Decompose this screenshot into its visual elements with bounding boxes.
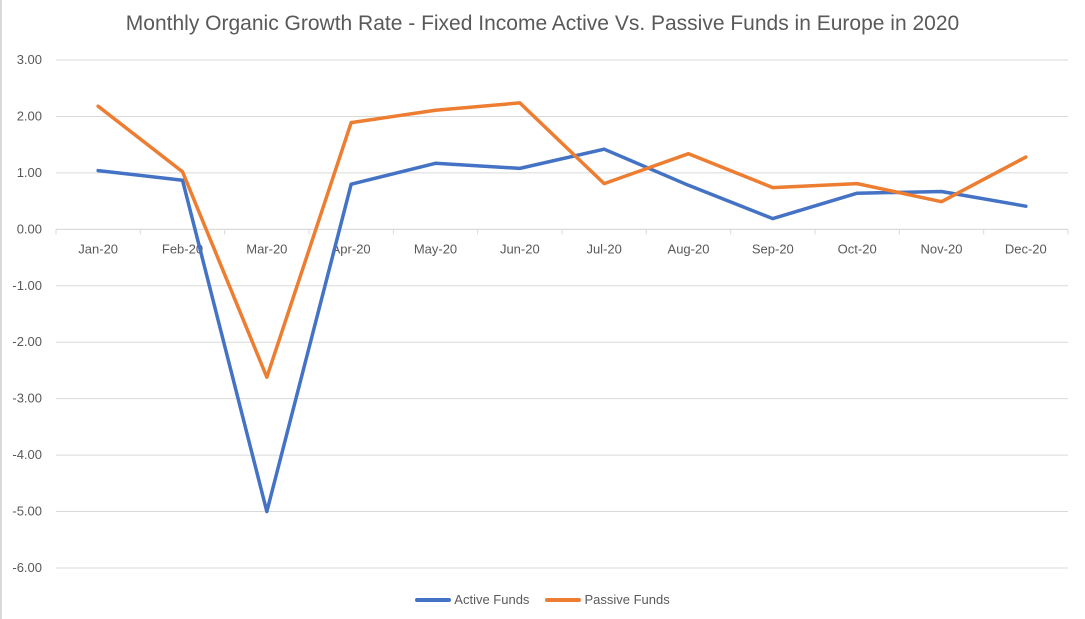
- data-point[interactable]: [434, 108, 437, 112]
- y-tick-label: 3.00: [17, 52, 42, 67]
- x-tick-label: Jun-20: [500, 241, 540, 256]
- data-point[interactable]: [602, 147, 606, 151]
- x-tick-label: Dec-20: [1005, 241, 1047, 256]
- x-tick-label: Nov-20: [921, 241, 963, 256]
- x-tick-label: Apr-20: [332, 241, 371, 256]
- data-point[interactable]: [687, 183, 690, 187]
- y-tick-label: -1.00: [12, 278, 42, 293]
- x-tick-label: May-20: [414, 241, 457, 256]
- chart-title: Monthly Organic Growth Rate - Fixed Inco…: [125, 12, 960, 35]
- y-tick-label: 1.00: [17, 165, 42, 180]
- x-tick-label: Oct-20: [838, 241, 877, 256]
- y-tick-label: 0.00: [17, 221, 42, 236]
- x-tick-label: Jul-20: [586, 241, 621, 256]
- y-tick-label: -6.00: [12, 560, 42, 575]
- data-point[interactable]: [181, 178, 184, 182]
- legend-swatch-active: [415, 597, 452, 602]
- series-line-active-funds[interactable]: [96, 147, 1028, 514]
- legend-swatch-passive: [545, 597, 582, 602]
- x-axis: Jan-20 Feb-20 Mar-20 Apr-20 May-20 Jun-20 Jul-…: [55, 228, 1069, 256]
- data-point[interactable]: [940, 200, 943, 204]
- x-tick-label: Jan-20: [78, 241, 118, 256]
- legend-label-active: Active Funds: [454, 592, 530, 607]
- series-lines: [96, 101, 1028, 514]
- data-point[interactable]: [855, 182, 859, 186]
- data-point[interactable]: [602, 182, 606, 186]
- series-line-passive-funds[interactable]: [96, 101, 1028, 379]
- legend-item-active-funds[interactable]: Active Funds: [415, 592, 529, 607]
- x-tick-label: Feb-20: [162, 241, 203, 256]
- data-point[interactable]: [855, 191, 859, 195]
- data-point[interactable]: [518, 101, 522, 105]
- data-point[interactable]: [518, 166, 522, 170]
- data-point[interactable]: [96, 104, 100, 108]
- data-point[interactable]: [1024, 155, 1028, 159]
- data-point[interactable]: [434, 161, 437, 165]
- y-axis: 3.00 2.00 1.00 0.00 -1.00 -2.00 -3.00 -4.00 -5.0…: [12, 52, 42, 575]
- data-point[interactable]: [1024, 204, 1028, 208]
- data-point[interactable]: [940, 190, 943, 194]
- y-tick-label: -5.00: [12, 504, 42, 519]
- x-tick-label: Mar-20: [246, 241, 287, 256]
- x-tick-label: Sep-20: [752, 241, 794, 256]
- data-point[interactable]: [349, 121, 353, 125]
- data-point[interactable]: [771, 186, 775, 190]
- data-point[interactable]: [265, 510, 269, 514]
- y-tick-label: -2.00: [12, 334, 42, 349]
- data-point[interactable]: [265, 375, 269, 379]
- data-point[interactable]: [771, 217, 775, 221]
- legend-label-passive: Passive Funds: [584, 592, 670, 607]
- x-tick-label: Aug-20: [668, 241, 710, 256]
- data-point[interactable]: [96, 169, 100, 173]
- gridlines: [56, 59, 1068, 569]
- legend-item-passive-funds[interactable]: Passive Funds: [545, 592, 670, 607]
- data-point[interactable]: [349, 182, 353, 186]
- y-tick-label: -3.00: [12, 391, 42, 406]
- y-tick-label: -4.00: [12, 447, 42, 462]
- data-point[interactable]: [181, 170, 184, 174]
- y-tick-label: 2.00: [17, 108, 42, 123]
- data-point[interactable]: [687, 152, 690, 156]
- legend: Active Funds Passive Funds: [0, 592, 1085, 607]
